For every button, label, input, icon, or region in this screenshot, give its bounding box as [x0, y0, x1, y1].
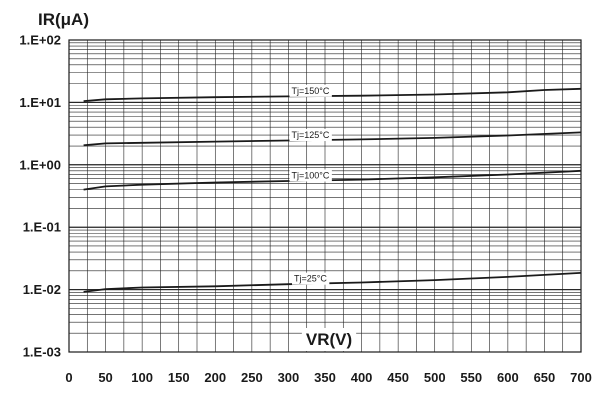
series-group: Tj=150°C Tj=125°C Tj=100°C Tj=25°C [84, 85, 581, 292]
y-tick-label: 1.E+02 [19, 33, 61, 48]
y-axis-label: IR(μA) [38, 10, 89, 29]
x-axis-label: VR(V) [306, 330, 352, 349]
series-line [84, 89, 581, 101]
x-tick-label: 400 [351, 370, 373, 385]
series-line [84, 171, 581, 190]
x-tick-label: 150 [168, 370, 190, 385]
series-line [84, 273, 581, 292]
series-label: Tj=150°C [291, 86, 329, 96]
series-label: Tj=100°C [291, 171, 329, 181]
x-tick-label: 0 [65, 370, 72, 385]
y-tick-label: 1.E+01 [19, 95, 61, 110]
x-tick-label: 650 [534, 370, 556, 385]
y-tick-labels: 1.E+02 1.E+01 1.E+00 1.E-01 1.E-02 1.E-03 [19, 33, 61, 360]
series-line [84, 132, 581, 145]
x-tick-label: 200 [204, 370, 226, 385]
series-label: Tj=125°C [291, 130, 329, 140]
x-tick-label: 550 [460, 370, 482, 385]
x-tick-label: 350 [314, 370, 336, 385]
y-tick-label: 1.E+00 [19, 157, 61, 172]
x-tick-label: 600 [497, 370, 519, 385]
x-tick-label: 50 [98, 370, 112, 385]
x-tick-label: 700 [570, 370, 592, 385]
x-tick-label: 100 [131, 370, 153, 385]
x-tick-label: 300 [278, 370, 300, 385]
x-tick-label: 250 [241, 370, 263, 385]
x-tick-label: 450 [387, 370, 409, 385]
x-tick-labels: 0 50 100 150 200 250 300 350 400 450 500 550 600 650 7… [65, 370, 591, 385]
y-tick-label: 1.E-01 [23, 220, 61, 235]
y-tick-label: 1.E-03 [23, 345, 61, 360]
series-label: Tj=25°C [294, 274, 327, 284]
x-tick-label: 500 [424, 370, 446, 385]
y-tick-label: 1.E-02 [23, 282, 61, 297]
